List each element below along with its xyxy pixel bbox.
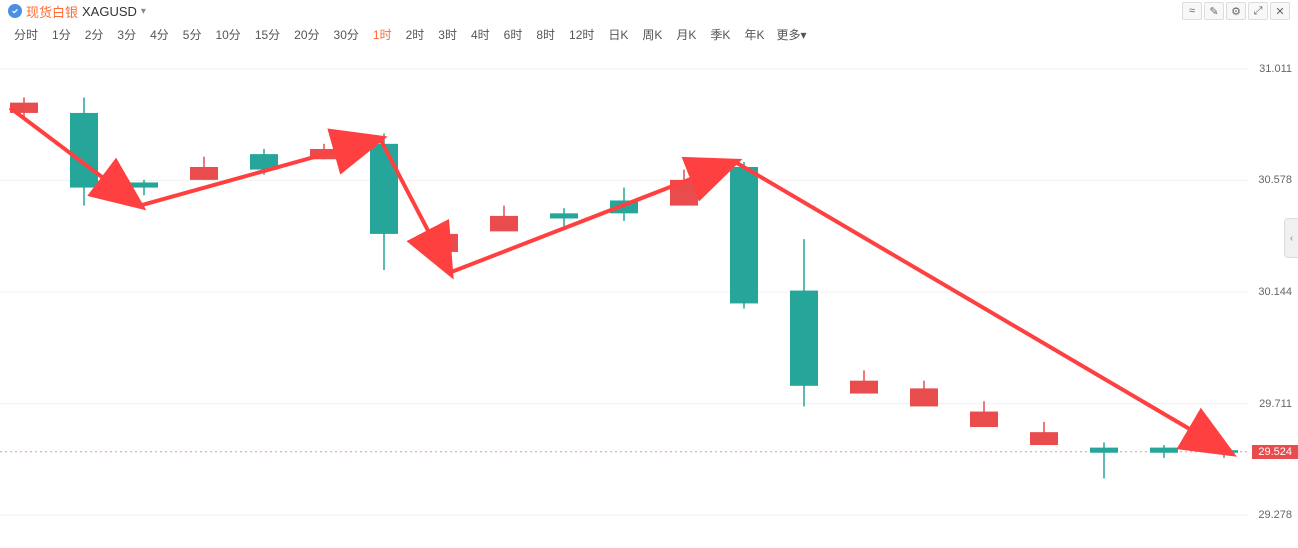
timeframe-10分[interactable]: 10分: [209, 24, 246, 45]
symbol-name[interactable]: 现货白银: [26, 2, 78, 21]
timeframe-年K[interactable]: 年K: [738, 24, 770, 45]
current-price-badge: 29.524: [1252, 445, 1298, 459]
timeframe-1分[interactable]: 1分: [46, 24, 77, 45]
symbol-code[interactable]: XAGUSD: [82, 4, 137, 19]
timeframe-5分[interactable]: 5分: [177, 24, 208, 45]
toolbar-btn-4[interactable]: ✕: [1270, 2, 1290, 20]
price-axis: 31.011 30.578 30.144 29.711 29.278 29.524: [1248, 46, 1298, 548]
timeframe-分时[interactable]: 分时: [8, 24, 44, 45]
logo-icon: [8, 4, 22, 18]
timeframe-more[interactable]: 更多▾: [772, 24, 810, 45]
timeframe-6时[interactable]: 6时: [498, 24, 529, 45]
price-label: 29.711: [1259, 398, 1292, 410]
toolbar-btn-1[interactable]: ✎: [1204, 2, 1224, 20]
header-bar: 现货白银 XAGUSD ▾ ≈✎⚙⤢✕: [0, 0, 1298, 22]
timeframe-8时[interactable]: 8时: [530, 24, 561, 45]
timeframe-日K[interactable]: 日K: [602, 24, 634, 45]
timeframe-20分[interactable]: 20分: [288, 24, 325, 45]
expand-panel-tab[interactable]: ‹: [1284, 218, 1298, 258]
timeframe-bar: 分时1分2分3分4分5分10分15分20分30分1时2时3时4时6时8时12时日…: [0, 22, 1298, 46]
timeframe-12时[interactable]: 12时: [563, 24, 600, 45]
price-label: 30.144: [1258, 286, 1292, 298]
toolbar-btn-3[interactable]: ⤢: [1248, 2, 1268, 20]
price-label: 29.278: [1258, 509, 1292, 521]
symbol-dropdown-icon[interactable]: ▾: [141, 6, 146, 17]
timeframe-1时[interactable]: 1时: [367, 24, 398, 45]
timeframe-月K[interactable]: 月K: [670, 24, 702, 45]
toolbar-btn-0[interactable]: ≈: [1182, 2, 1202, 20]
timeframe-周K[interactable]: 周K: [636, 24, 668, 45]
timeframe-4分[interactable]: 4分: [144, 24, 175, 45]
price-label: 30.578: [1258, 174, 1292, 186]
timeframe-3分[interactable]: 3分: [111, 24, 142, 45]
timeframe-4时[interactable]: 4时: [465, 24, 496, 45]
toolbar-btn-2[interactable]: ⚙: [1226, 2, 1246, 20]
toolbar-right: ≈✎⚙⤢✕: [1182, 2, 1290, 20]
timeframe-30分[interactable]: 30分: [328, 24, 365, 45]
candlestick-chart[interactable]: [0, 46, 1248, 548]
timeframe-2时[interactable]: 2时: [400, 24, 431, 45]
timeframe-15分[interactable]: 15分: [249, 24, 286, 45]
timeframe-2分[interactable]: 2分: [79, 24, 110, 45]
timeframe-3时[interactable]: 3时: [432, 24, 463, 45]
price-label: 31.011: [1259, 63, 1292, 75]
chart-area[interactable]: 31.011 30.578 30.144 29.711 29.278 29.524 ‹: [0, 46, 1298, 548]
timeframe-季K[interactable]: 季K: [704, 24, 736, 45]
